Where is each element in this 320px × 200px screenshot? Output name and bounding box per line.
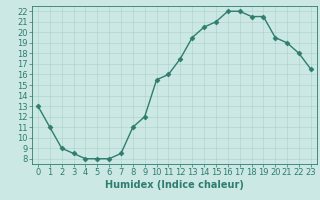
X-axis label: Humidex (Indice chaleur): Humidex (Indice chaleur) xyxy=(105,180,244,190)
